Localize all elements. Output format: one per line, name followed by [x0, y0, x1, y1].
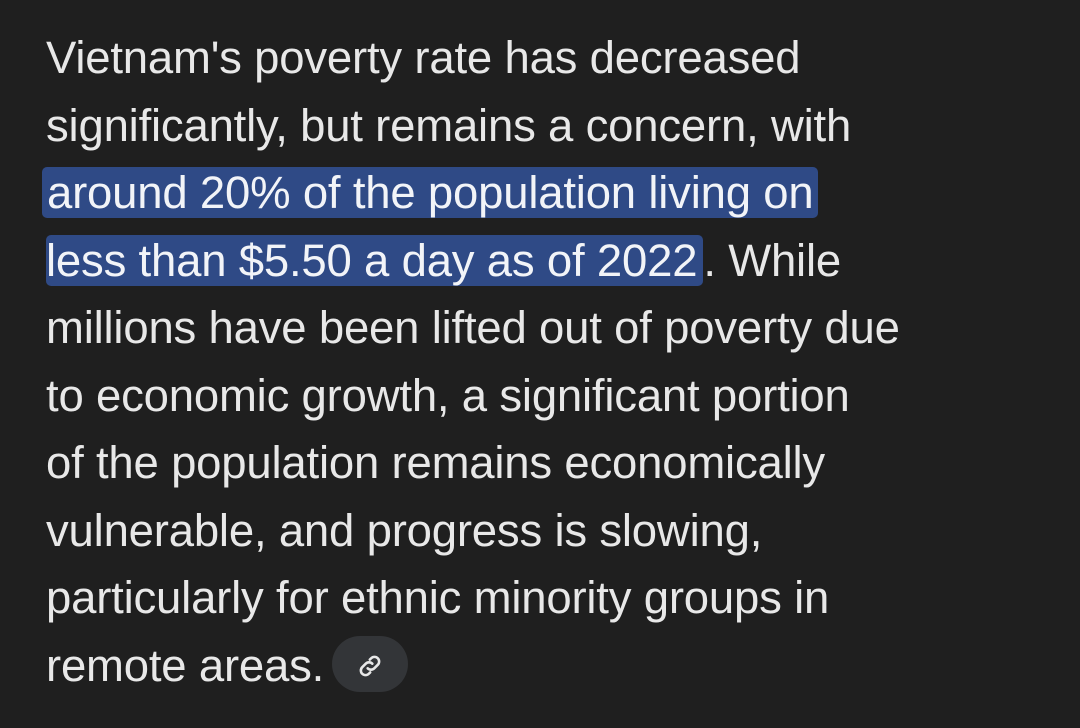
answer-line-2: significantly, but remains a concern, wi… — [46, 99, 852, 151]
source-link-button[interactable] — [332, 636, 409, 693]
answer-line-4: less than $5.50 a day as of 2022. While — [46, 227, 1056, 295]
highlighted-citation-text-1[interactable]: around 20% of the population living on — [42, 167, 819, 218]
answer-line-5: millions have been lifted out of poverty… — [46, 302, 900, 353]
answer-line-10: remote areas. — [46, 632, 1056, 700]
highlighted-citation-text-2[interactable]: less than $5.50 a day as of 2022 — [46, 234, 704, 286]
answer-line-8: vulnerable, and progress is slowing, — [46, 504, 763, 556]
answer-line-9: particularly for ethnic minority groups … — [46, 572, 830, 623]
answer-line-3: around 20% of the population living on — [42, 159, 1056, 227]
answer-line-1: Vietnam's poverty rate has decreased — [46, 32, 801, 83]
answer-line-10-text: remote areas. — [46, 639, 325, 691]
answer-paragraph: Vietnam's poverty rate has decreased sig… — [42, 24, 1056, 700]
answer-line-6: to economic growth, a significant portio… — [46, 369, 850, 421]
answer-line-7: of the population remains economically — [46, 437, 825, 488]
link-icon — [356, 631, 384, 699]
answer-line-4-rest: . While — [703, 234, 841, 286]
